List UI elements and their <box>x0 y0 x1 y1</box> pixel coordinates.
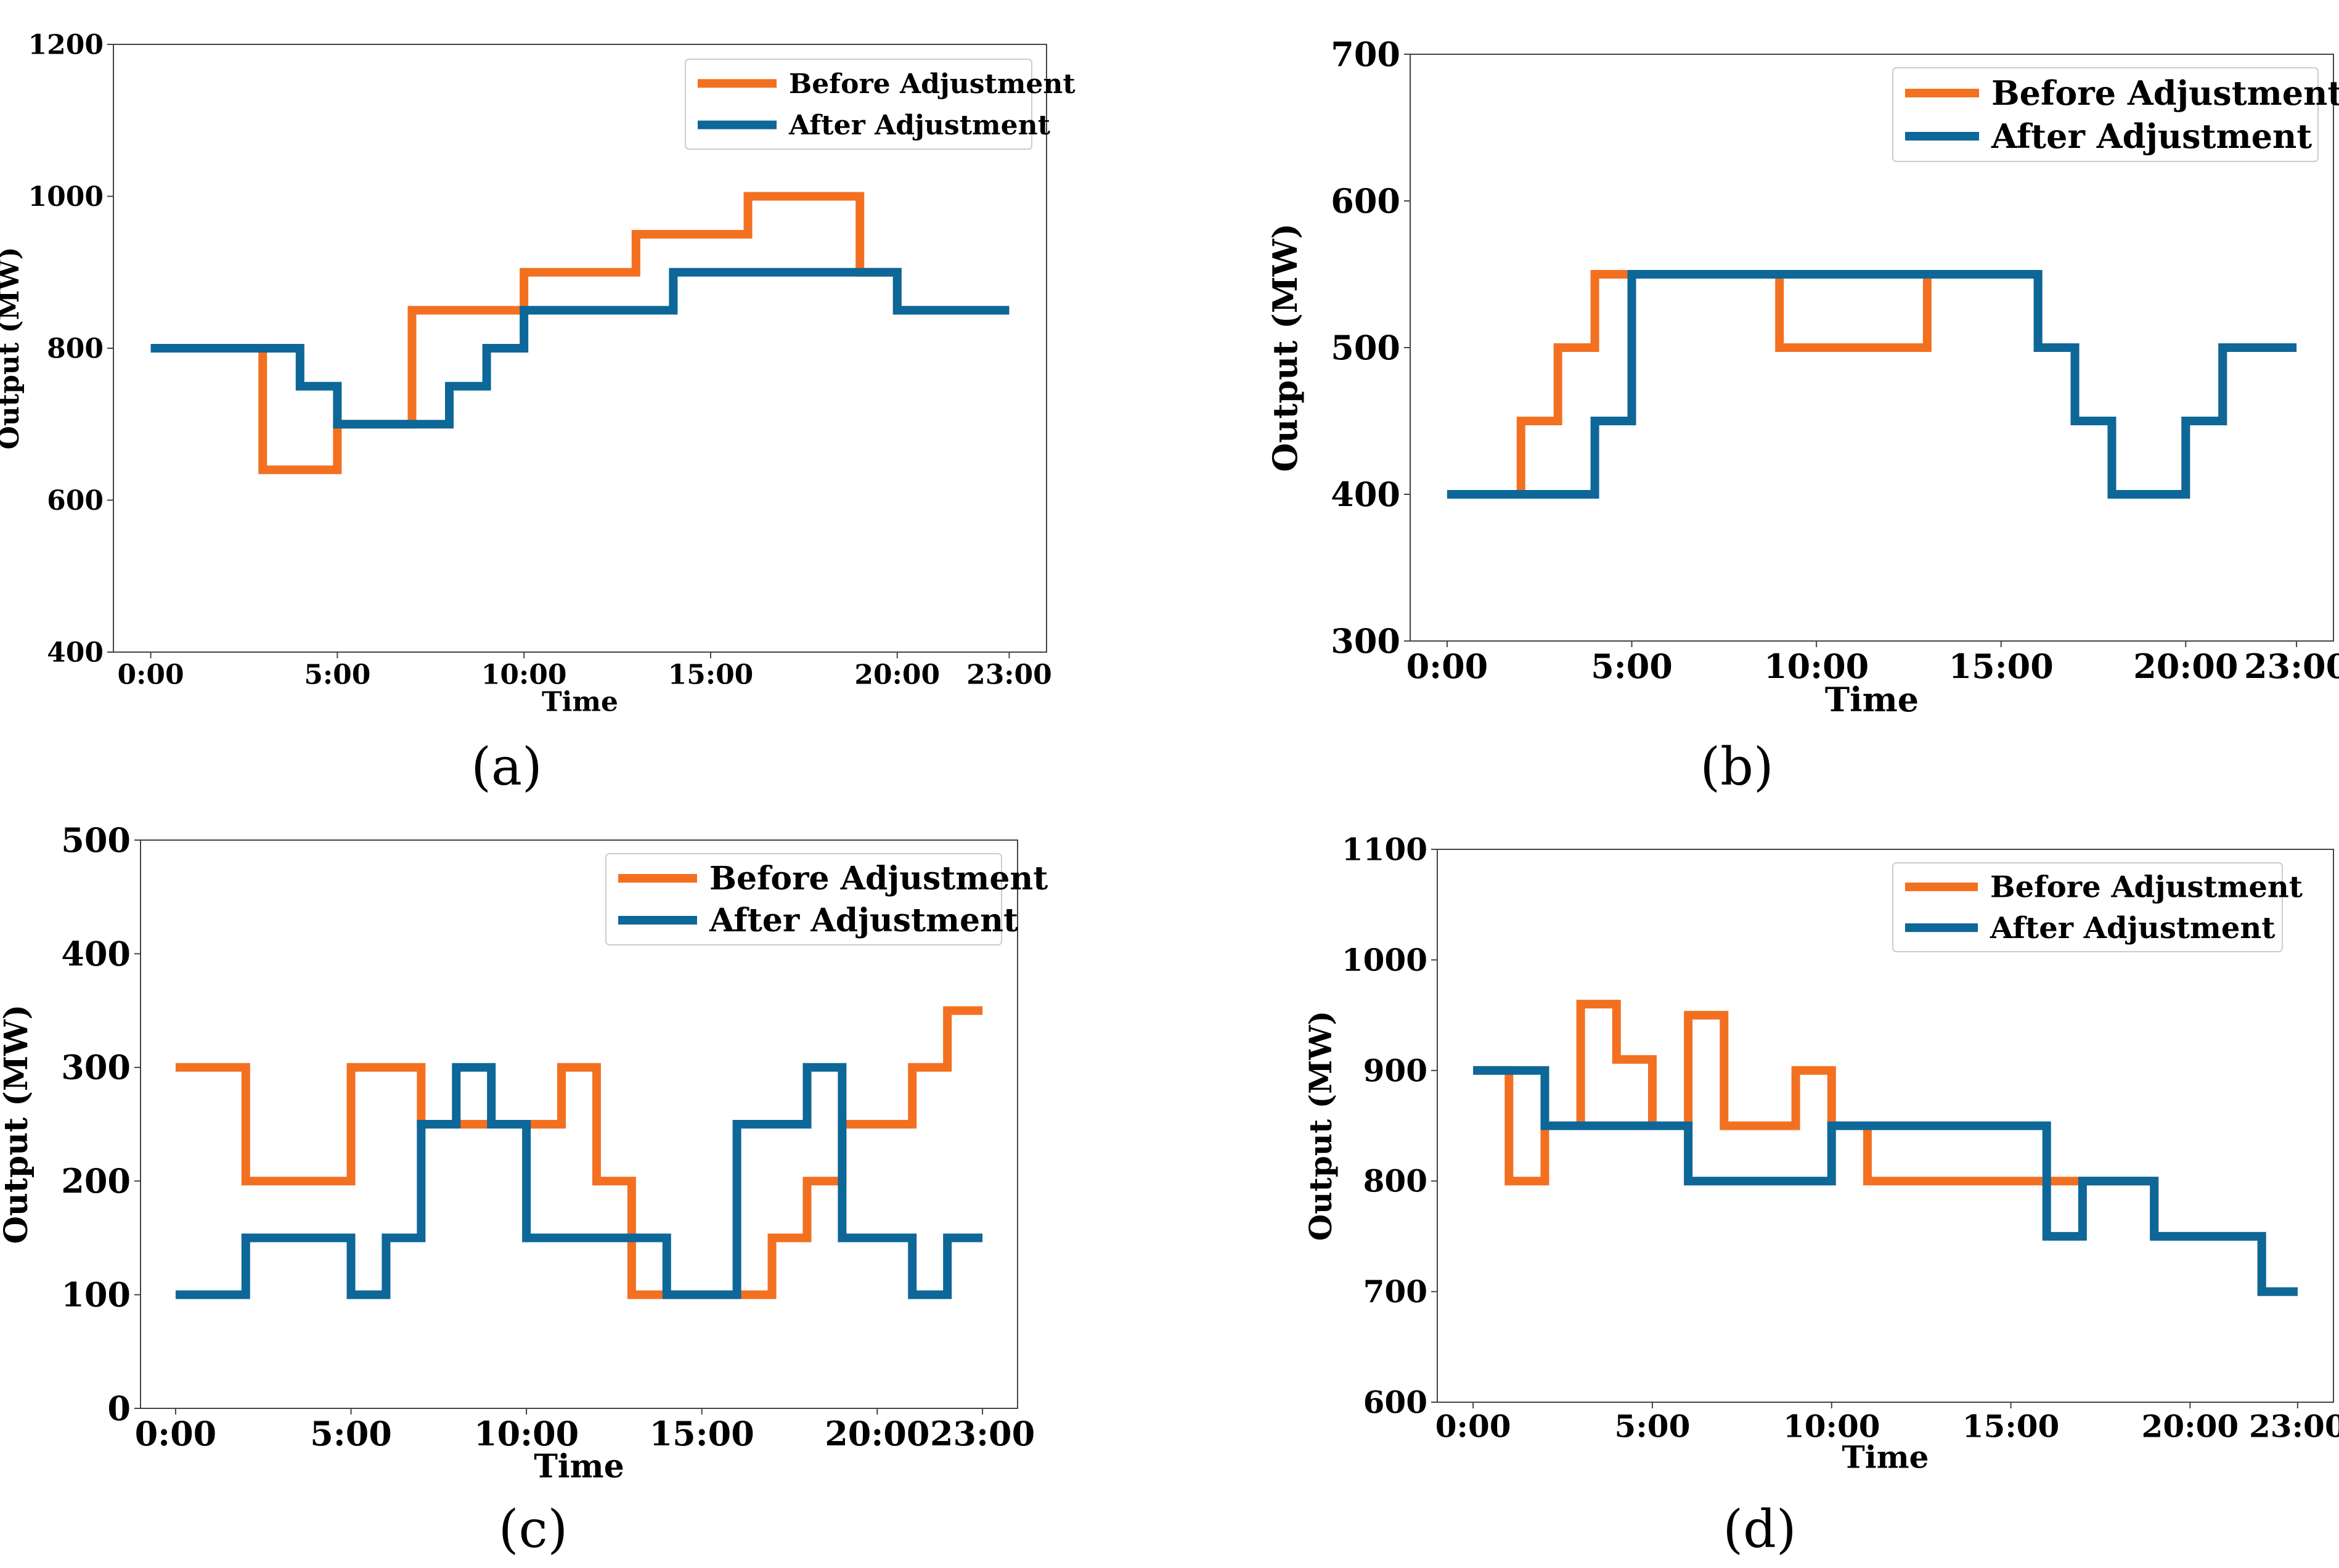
x-tick-label: 15:00 <box>668 659 754 690</box>
caption-c: (c) <box>498 1499 568 1559</box>
y-tick-label: 1200 <box>28 29 104 60</box>
x-axis-label: Time <box>1825 680 1919 719</box>
plot-frame <box>140 839 1018 1409</box>
y-tick-label: 0 <box>107 1389 131 1428</box>
subplot-d: 600 700 800 900 1000 1100 0:00 5:00 10:00 15:00 20… <box>1302 831 2339 1476</box>
x-tick-label: 20:00 <box>2133 647 2238 686</box>
legend-box <box>1892 67 2319 162</box>
y-tick-label: 300 <box>1331 621 1400 661</box>
subplot-c: 0 100 200 300 400 500 0:00 5:00 10:00 15:00 20:00 2… <box>0 820 1048 1485</box>
y-tick-label: 1000 <box>1342 942 1427 978</box>
x-tick-label: 20:00 <box>825 1414 929 1453</box>
caption-b: (b) <box>1700 737 1774 797</box>
series-before-adjustment-line <box>1473 1000 2298 1296</box>
x-tick-label: 10:00 <box>474 1414 579 1453</box>
y-axis-label: Output (MW) <box>1265 223 1305 472</box>
x-axis-label: Time <box>534 1448 624 1485</box>
x-tick-label: 15:00 <box>650 1414 754 1453</box>
series-after-adjustment-legend-label: After Adjustment <box>709 902 1018 939</box>
series-after-adjustment-line <box>1473 1066 2298 1296</box>
y-axis-label: Output (MW) <box>0 1005 35 1244</box>
y-tick-label: 600 <box>1331 181 1400 221</box>
y-tick-label: 400 <box>61 934 131 973</box>
y-axis-label: Output (MW) <box>1302 1011 1339 1241</box>
series-before-adjustment-line <box>175 1006 983 1299</box>
y-tick-label: 1000 <box>28 181 104 213</box>
x-tick-label: 23:00 <box>2244 647 2339 686</box>
series-after-adjustment-legend-label: After Adjustment <box>788 110 1051 141</box>
x-tick-label: 15:00 <box>1949 647 2054 686</box>
y-tick-label: 900 <box>1363 1052 1427 1088</box>
x-tick-label: 23:00 <box>2249 1408 2339 1445</box>
x-tick-label: 10:00 <box>1764 647 1869 686</box>
y-tick-label: 500 <box>1331 328 1400 367</box>
x-tick-label: 23:00 <box>966 659 1052 690</box>
y-tick-label: 200 <box>61 1161 131 1201</box>
plot-frame <box>1437 849 2334 1403</box>
series-after-adjustment-line <box>1447 270 2297 499</box>
x-tick-label: 23:00 <box>930 1414 1035 1453</box>
y-tick-label: 100 <box>61 1275 131 1315</box>
y-tick-label: 800 <box>1363 1163 1427 1199</box>
y-tick-label: 700 <box>1363 1273 1427 1310</box>
y-tick-label: 600 <box>47 485 104 517</box>
series-after-adjustment-legend-label: After Adjustment <box>1991 116 2312 156</box>
y-tick-label: 700 <box>1331 35 1400 74</box>
x-tick-label: 5:00 <box>1615 1408 1691 1445</box>
x-tick-label: 0:00 <box>1435 1408 1511 1445</box>
subplot-b: 300 400 500 600 700 0:00 5:00 10:00 15:00 20:00 23… <box>1265 35 2339 719</box>
y-tick-label: 800 <box>47 333 104 364</box>
x-tick-label: 20:00 <box>2142 1408 2239 1445</box>
y-tick-label: 400 <box>1331 475 1400 514</box>
y-tick-label: 1100 <box>1342 831 1427 868</box>
series-before-adjustment-legend-label: Before Adjustment <box>1990 870 2303 905</box>
legend-box <box>1892 862 2283 952</box>
y-tick-label: 300 <box>61 1048 131 1087</box>
caption-a: (a) <box>471 737 542 797</box>
series-after-adjustment-line <box>150 267 1010 429</box>
series-after-adjustment-line <box>175 1063 983 1299</box>
y-tick-label: 400 <box>47 637 104 668</box>
x-axis-label: Time <box>542 686 618 717</box>
series-before-adjustment-legend-label: Before Adjustment <box>709 860 1048 897</box>
series-after-adjustment-legend-label: After Adjustment <box>1990 911 2275 945</box>
y-tick-label: 600 <box>1363 1384 1427 1421</box>
x-tick-label: 5:00 <box>310 1414 392 1453</box>
series-before-adjustment-legend-label: Before Adjustment <box>1991 73 2339 113</box>
x-tick-label: 0:00 <box>118 659 184 690</box>
series-before-adjustment-legend-label: Before Adjustment <box>789 68 1076 100</box>
x-axis-label: Time <box>1842 1439 1929 1476</box>
y-tick-label: 500 <box>61 820 131 860</box>
x-tick-label: 15:00 <box>1962 1408 2060 1445</box>
x-tick-label: 5:00 <box>304 659 370 690</box>
x-tick-label: 10:00 <box>1783 1408 1880 1445</box>
x-tick-label: 0:00 <box>135 1414 217 1453</box>
x-tick-label: 10:00 <box>481 659 567 690</box>
x-tick-label: 20:00 <box>854 659 940 690</box>
subplot-a: 400 600 800 1000 1200 0:00 5:00 10:00 15:00 20:00… <box>0 29 1076 717</box>
y-axis-label: Output (MW) <box>0 247 25 450</box>
x-tick-label: 0:00 <box>1406 647 1488 686</box>
x-tick-label: 5:00 <box>1591 647 1673 686</box>
caption-d: (d) <box>1723 1499 1797 1559</box>
legend-box <box>605 853 1002 945</box>
series-before-adjustment-line <box>150 192 1010 475</box>
series-before-adjustment-line <box>1447 270 2297 499</box>
